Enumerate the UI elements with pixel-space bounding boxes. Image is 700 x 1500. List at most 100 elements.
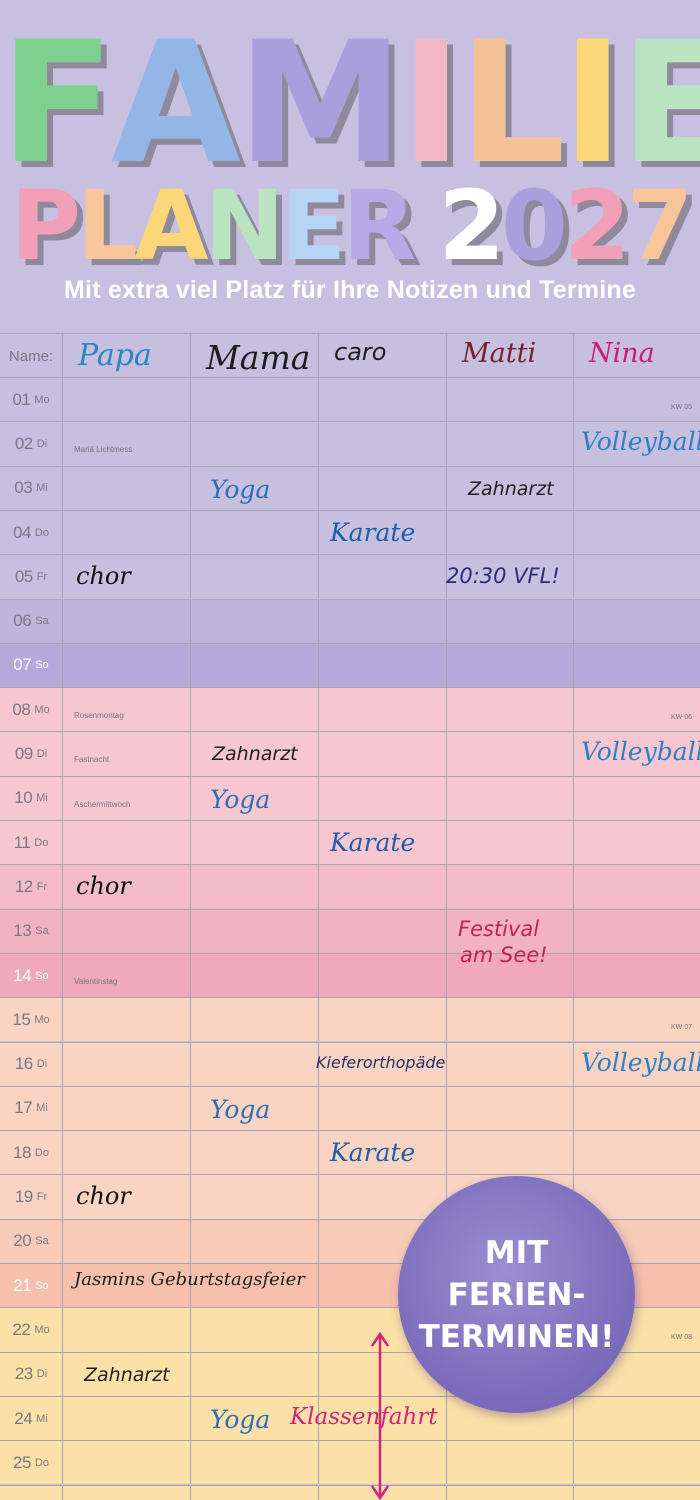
- column-divider: [318, 599, 319, 643]
- column-divider: [318, 555, 319, 599]
- day-row: 18 Do: [0, 1130, 700, 1175]
- day-row: 12 Fr: [0, 864, 700, 909]
- weekday: Sa: [35, 1235, 49, 1248]
- day-number: 18: [13, 1142, 31, 1162]
- day-label: 11 Do: [0, 821, 62, 864]
- day-label: 23 Di: [0, 1353, 62, 1396]
- day-label: 03 Mi: [0, 467, 62, 510]
- column-divider: [446, 643, 447, 688]
- day-label: 05 Fr: [0, 555, 62, 598]
- column-divider: [318, 1441, 319, 1485]
- column-divider: [446, 1441, 447, 1485]
- column-divider: [573, 909, 574, 953]
- column-divider: [318, 1086, 319, 1131]
- title-familien-letter: I: [399, 5, 462, 201]
- day-label: 04 Do: [0, 511, 62, 554]
- column-divider: [318, 732, 319, 776]
- column-divider: [318, 1131, 319, 1175]
- column-divider: [318, 909, 319, 953]
- title-planer-letter: A: [134, 170, 208, 282]
- column-divider: [190, 821, 191, 865]
- column-divider: [190, 510, 191, 555]
- holiday-label: Mariä Lichtmess: [74, 445, 133, 455]
- title-planer-letter: E: [280, 170, 347, 282]
- column-divider: [573, 1441, 574, 1485]
- column-divider: [573, 599, 574, 643]
- column-divider: [446, 1485, 447, 1500]
- column-divider: [446, 599, 447, 643]
- header: FAMILIEN PLANER 2027 Mit extra viel Plat…: [0, 0, 700, 333]
- weekday: Mi: [36, 1412, 48, 1425]
- column-divider: [62, 1396, 63, 1441]
- arrow-icon: [370, 1331, 390, 1500]
- column-divider: [573, 466, 574, 510]
- column-divider: [446, 1131, 447, 1175]
- day-label: 09 Di: [0, 732, 62, 775]
- day-row: 07 So: [0, 642, 700, 688]
- weekday: Di: [36, 1058, 48, 1071]
- calendar-entry: Karate: [330, 1138, 416, 1168]
- person-name: Mama: [206, 338, 311, 377]
- column-divider: [62, 466, 63, 510]
- day-label: 17 Mi: [0, 1087, 62, 1130]
- column-divider: [446, 1042, 447, 1086]
- calendar-entry: Yoga: [210, 784, 271, 814]
- column-divider: [446, 953, 447, 998]
- day-row: 17 Mi: [0, 1085, 700, 1131]
- column-divider: [190, 1086, 191, 1131]
- day-number: 06: [13, 611, 32, 631]
- weekday: Mi: [36, 1102, 48, 1115]
- column-divider: [318, 821, 319, 865]
- day-row: 02 Di Mariä Lichtmess: [0, 421, 700, 466]
- column-divider: [446, 865, 447, 909]
- day-label: 07 So: [0, 644, 62, 687]
- day-row: 08 Mo Rosenmontag KW 06: [0, 687, 700, 732]
- day-label: 20 Sa: [0, 1220, 62, 1263]
- day-number: 16: [14, 1054, 33, 1074]
- badge-line-2: FERIEN-: [447, 1276, 586, 1313]
- column-divider: [190, 732, 191, 776]
- column-divider: [446, 688, 447, 732]
- day-label: 15 Mo: [0, 998, 62, 1041]
- calendar-entry: Karate: [330, 517, 416, 547]
- column-divider: [190, 466, 191, 510]
- column-divider: [190, 1352, 191, 1396]
- day-number: 05: [14, 566, 33, 586]
- weekday: Do: [34, 836, 49, 849]
- name-row: Name: Papa Mama caro Matti Nina: [0, 333, 700, 377]
- person-name: Nina: [589, 338, 655, 369]
- column-divider: [318, 422, 319, 466]
- badge-line-3: TERMINEN!: [418, 1318, 615, 1355]
- name-label: Name:: [8, 347, 54, 365]
- weekday: Fr: [36, 880, 48, 893]
- weekday: Di: [36, 1368, 48, 1381]
- day-number: 14: [13, 965, 32, 985]
- column-divider: [62, 821, 63, 865]
- column-divider: [190, 998, 191, 1042]
- day-number: 13: [13, 921, 32, 941]
- day-number: 26: [15, 1497, 33, 1500]
- title-familien-letter: E: [620, 5, 700, 201]
- column-divider: [190, 334, 191, 377]
- title-familien-letter: L: [458, 5, 566, 201]
- weekday: Mi: [36, 482, 48, 495]
- column-divider: [62, 998, 63, 1042]
- column-divider: [446, 732, 447, 776]
- calendar-entry: Yoga: [210, 1404, 271, 1434]
- column-divider: [446, 510, 447, 555]
- column-divider: [62, 1352, 63, 1396]
- column-divider: [190, 378, 191, 422]
- day-label: 01 Mo: [0, 378, 62, 421]
- day-row: 16 Di: [0, 1041, 700, 1086]
- column-divider: [573, 555, 574, 599]
- column-divider: [318, 643, 319, 688]
- day-number: 04: [13, 522, 31, 542]
- column-divider: [446, 334, 447, 377]
- title-planer-letter: 2: [563, 170, 631, 282]
- column-divider: [190, 1485, 191, 1500]
- day-number: 03: [14, 478, 33, 498]
- column-divider: [573, 1131, 574, 1175]
- column-divider: [190, 688, 191, 732]
- day-row: 01 Mo KW 05: [0, 377, 700, 422]
- holiday-label: Fastnacht: [74, 755, 110, 765]
